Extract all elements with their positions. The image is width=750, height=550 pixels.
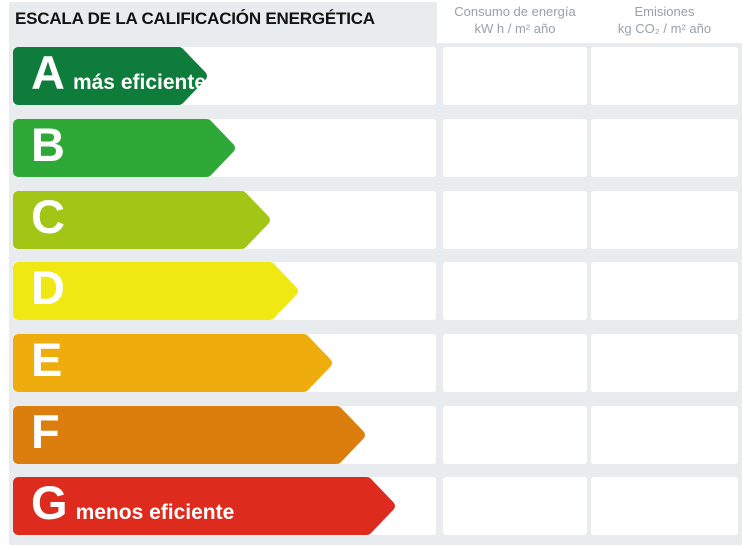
emisiones-value-cell-c: [591, 191, 738, 249]
rating-bar-text: E: [31, 336, 70, 383]
rating-bar-text: C: [31, 193, 73, 240]
consumo-header-line2: kW h / m² año: [474, 21, 556, 36]
rating-row-e: E: [0, 334, 750, 392]
efficiency-note: menos eficiente: [75, 501, 235, 524]
rating-row-b: B: [0, 119, 750, 177]
rating-arrow-b: [13, 119, 235, 177]
rating-bar-text: B: [31, 121, 73, 168]
rating-row-f: F: [0, 406, 750, 464]
emisiones-value-cell-d: [591, 262, 738, 320]
arrow-shape: [13, 119, 235, 177]
grade-letter: C: [31, 190, 65, 243]
arrow-shape: [13, 191, 270, 249]
column-header-emisiones: Emisiones kg CO₂ / m² año: [591, 3, 738, 37]
consumo-header-line1: Consumo de energía: [454, 4, 576, 19]
rating-arrow-g: [13, 477, 395, 535]
consumo-value-cell-a: [443, 47, 587, 105]
arrow-shape: [13, 477, 395, 535]
rating-arrow-c: [13, 191, 270, 249]
rating-arrow-f: [13, 406, 365, 464]
rating-bar-text: D: [31, 264, 73, 311]
efficiency-note: más eficiente: [72, 71, 207, 94]
column-header-background: [437, 0, 742, 43]
emisiones-value-cell-e: [591, 334, 738, 392]
grade-letter: G: [31, 476, 68, 529]
arrow-shape: [13, 262, 298, 320]
page-title: ESCALA DE LA CALIFICACIÓN ENERGÉTICA: [15, 9, 375, 28]
consumo-value-cell-d: [443, 262, 587, 320]
rating-row-d: D: [0, 262, 750, 320]
consumo-value-cell-f: [443, 406, 587, 464]
emisiones-value-cell-a: [591, 47, 738, 105]
grade-letter: D: [31, 261, 65, 314]
grade-letter: E: [31, 333, 62, 386]
emisiones-value-cell-f: [591, 406, 738, 464]
rating-arrow-a: [13, 47, 207, 105]
consumo-value-cell-e: [443, 334, 587, 392]
emisiones-header-line2: kg CO₂ / m² año: [617, 21, 712, 36]
arrow-shape: [13, 334, 332, 392]
rating-bar-text: F: [31, 408, 68, 455]
column-header-consumo: Consumo de energía kW h / m² año: [443, 3, 587, 37]
emisiones-header-line1: Emisiones: [634, 4, 695, 19]
consumo-value-cell-g: [443, 477, 587, 535]
emisiones-value-cell-g: [591, 477, 738, 535]
emisiones-value-cell-b: [591, 119, 738, 177]
grade-letter: A: [31, 46, 65, 99]
arrow-shape: [13, 47, 207, 105]
rating-arrow-d: [13, 262, 298, 320]
consumo-value-cell-c: [443, 191, 587, 249]
rating-row-c: C: [0, 191, 750, 249]
rating-arrow-e: [13, 334, 332, 392]
grade-letter: B: [31, 118, 65, 171]
arrow-shape: [13, 406, 365, 464]
consumo-value-cell-b: [443, 119, 587, 177]
grade-letter: F: [31, 405, 60, 458]
